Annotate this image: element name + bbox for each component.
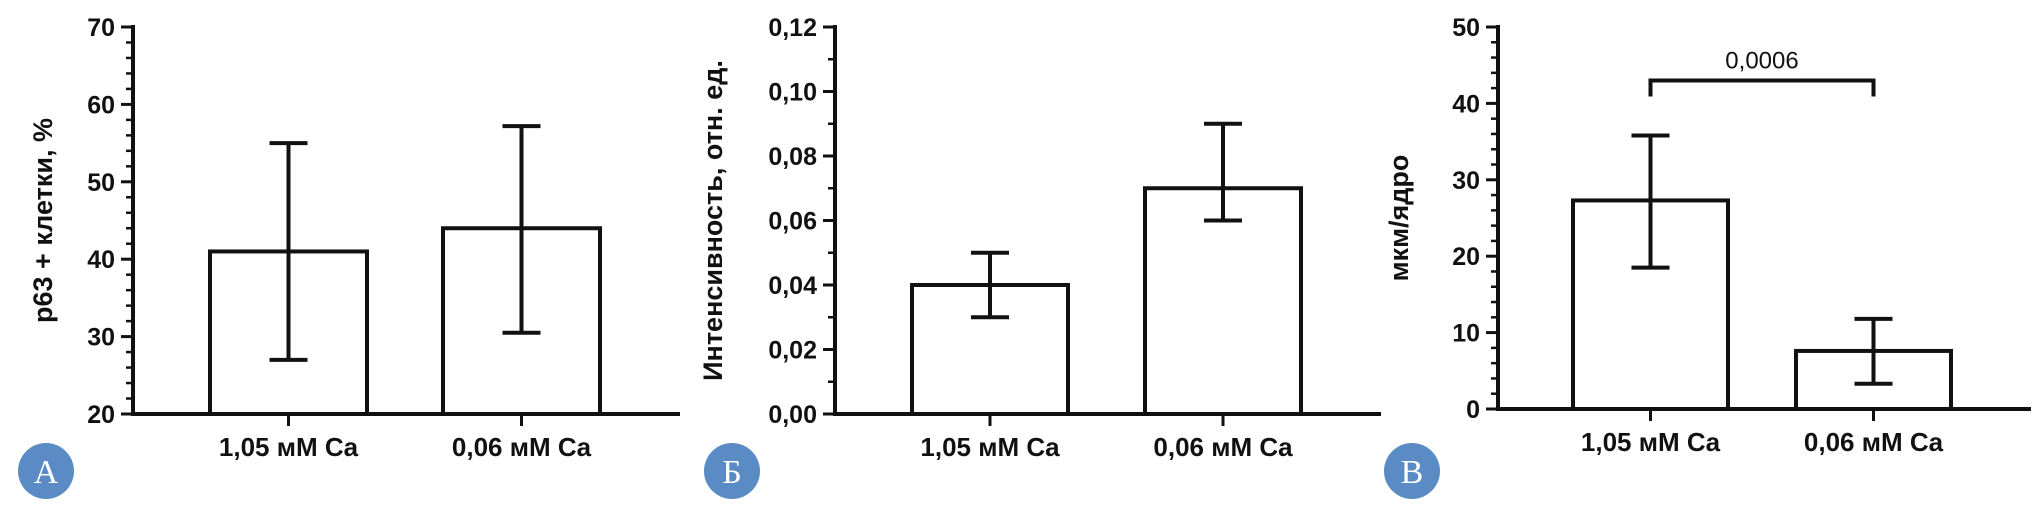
panel-badge <box>18 443 74 499</box>
panel-label: В <box>1401 454 1424 491</box>
panel-label: Б <box>722 454 742 491</box>
y-tick-label: 0,06 <box>768 208 817 236</box>
y-tick-label: 30 <box>87 324 115 352</box>
y-tick-label: 50 <box>1452 14 1480 42</box>
significance-label: 0,0006 <box>1725 47 1798 74</box>
y-axis-title: мкм/ядро <box>1384 155 1414 282</box>
chart-panel-3: 0 10 20 30 40 50 1,05 мМ Ca 0,06 мМ Ca мкм/ядро 0… <box>1384 14 2031 499</box>
x-category-label: 1,05 мМ Ca <box>1581 427 1721 457</box>
panel-badge <box>1384 443 1440 499</box>
chart-panel-1: 20 30 40 50 60 70 1,05 мМ Ca 0,06 мМ Ca p63 + кл… <box>18 14 680 499</box>
y-tick-label: 0 <box>1466 396 1480 424</box>
y-axis-title: p63 + клетки, % <box>28 118 58 323</box>
y-tick-label: 0,04 <box>768 272 817 300</box>
panel-label: А <box>34 454 59 491</box>
y-tick-label: 70 <box>87 14 115 42</box>
y-tick-label: 20 <box>1452 243 1480 271</box>
y-tick-label: 60 <box>87 91 115 119</box>
y-tick-label: 0,02 <box>768 337 817 365</box>
x-category-label: 0,06 мМ Ca <box>1153 432 1293 462</box>
panel-badge <box>704 443 760 499</box>
y-tick-label: 20 <box>87 401 115 429</box>
y-tick-label: 0,08 <box>768 143 817 171</box>
x-category-label: 1,05 мМ Ca <box>920 432 1060 462</box>
significance-bracket <box>1648 78 1876 97</box>
y-axis-title: Интенсивность, отн. ед. <box>698 60 728 381</box>
chart-panel-2: 0,00 0,02 0,04 0,06 0,08 0,10 0,12 1,05 мМ Ca 0,… <box>698 14 1381 499</box>
y-tick-label: 0,00 <box>768 401 817 429</box>
y-tick-label: 0,12 <box>768 14 817 42</box>
y-tick-label: 0,10 <box>768 79 817 107</box>
y-tick-label: 40 <box>87 246 115 274</box>
y-tick-label: 30 <box>1452 167 1480 195</box>
y-tick-label: 40 <box>1452 90 1480 118</box>
x-category-label: 0,06 мМ Ca <box>1804 427 1944 457</box>
y-tick-label: 10 <box>1452 320 1480 348</box>
x-category-label: 1,05 мМ Ca <box>219 432 359 462</box>
y-tick-label: 50 <box>87 169 115 197</box>
x-category-label: 0,06 мМ Ca <box>452 432 592 462</box>
bar <box>1143 186 1303 416</box>
